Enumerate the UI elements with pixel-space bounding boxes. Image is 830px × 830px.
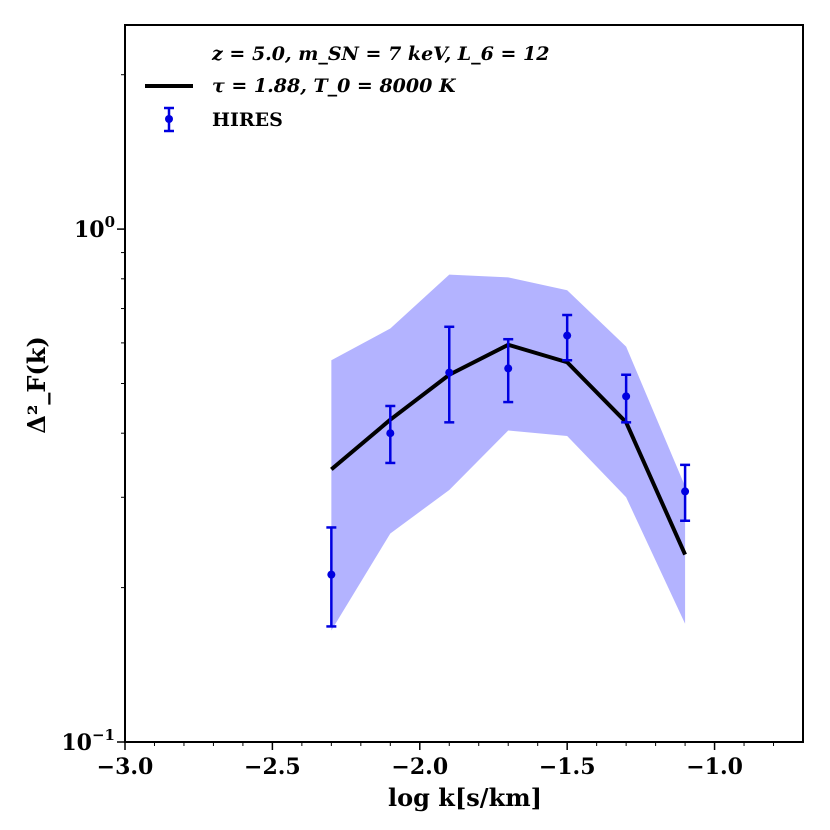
y-axis-label: Δ²_F(k) [22, 336, 51, 434]
hires-point [326, 526, 337, 628]
hires-data-point [681, 487, 690, 496]
hires-point [503, 337, 514, 404]
hires-data-point [386, 429, 395, 438]
hires-point [562, 313, 573, 362]
legend: z = 5.0, m_SN = 7 keV, L_6 = 12 τ = 1.88… [145, 43, 549, 133]
x-tick-label: −2.5 [244, 754, 301, 780]
x-tick-label: −1.0 [686, 754, 743, 780]
tick-labels: −3.0 −2.5 −2.0 −1.5 −1.0 100 10−1 [61, 213, 743, 780]
legend-header: z = 5.0, m_SN = 7 keV, L_6 = 12 [211, 43, 549, 65]
model-range-band [331, 274, 686, 631]
plot-frame [124, 24, 804, 743]
hires-point [621, 373, 632, 424]
hires-data-point [622, 392, 631, 401]
hires-point [444, 325, 455, 424]
hires-data-point [563, 331, 572, 340]
hires-data-point [504, 364, 513, 373]
legend-errorbar-swatch [164, 106, 174, 133]
x-tick-label: −3.0 [97, 754, 154, 780]
x-tick-label: −2.0 [391, 754, 448, 780]
hires-data-point [445, 368, 454, 377]
y-tick-label: 10−1 [61, 726, 115, 756]
legend-line-label: τ = 1.88, T_0 = 8000 K [212, 75, 457, 97]
x-tick-label: −1.5 [539, 754, 596, 780]
y-tick-label: 100 [74, 213, 115, 243]
x-axis-label: log k[s/km] [388, 783, 542, 812]
plot-area [326, 274, 691, 631]
legend-hires-label: HIRES [212, 109, 283, 131]
hires-errorbars [326, 313, 691, 628]
hires-point [680, 463, 691, 523]
hires-point [385, 404, 396, 465]
hires-data-point [327, 570, 336, 579]
